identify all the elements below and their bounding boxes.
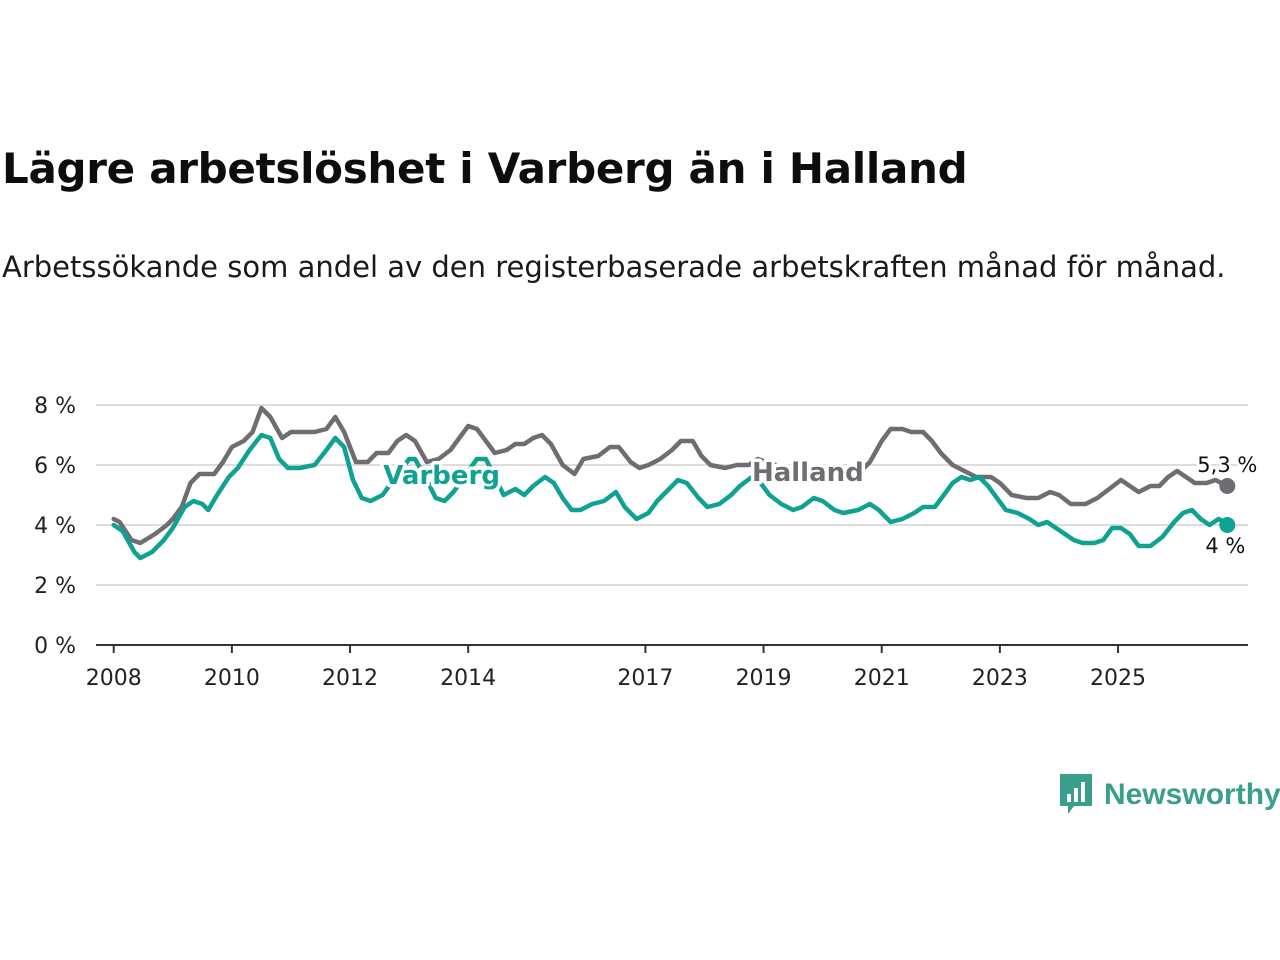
x-tick-label: 2014	[440, 666, 496, 691]
x-tick-label: 2019	[736, 666, 792, 691]
y-tick-label: 2 %	[34, 574, 76, 599]
y-tick-label: 8 %	[34, 394, 76, 419]
series-label-varberg: Varberg	[383, 461, 500, 491]
x-tick-label: 2008	[86, 666, 142, 691]
y-tick-label: 0 %	[34, 634, 76, 659]
y-tick-label: 6 %	[34, 454, 76, 479]
series-label-halland: Halland	[752, 458, 864, 488]
x-tick-label: 2025	[1090, 666, 1146, 691]
end-marker-varberg	[1219, 517, 1236, 533]
series-lines	[111, 405, 1236, 561]
x-tick-label: 2023	[972, 666, 1028, 691]
x-tick-label: 2017	[617, 666, 673, 691]
gridlines	[96, 404, 1248, 586]
axes: 0 % 2 % 4 % 6 % 8 % 2008 2010 2012 2014 2017 2019 2…	[34, 394, 1248, 691]
series-line-halland	[111, 405, 1230, 546]
series-line-varberg	[111, 432, 1230, 561]
y-tick-label: 4 %	[34, 514, 76, 539]
newsworthy-logo-icon	[1060, 774, 1092, 814]
chart-subtitle: Arbetssökande som andel av den registerb…	[2, 250, 1226, 284]
end-label-halland: 5,3 %	[1197, 453, 1257, 477]
x-tick-label: 2010	[204, 666, 260, 691]
brand-name: Newsworthy	[1104, 778, 1280, 811]
chart-title: Lägre arbetslöshet i Varberg än i Hallan…	[2, 144, 968, 193]
newsworthy-brand[interactable]: Newsworthy	[1058, 772, 1280, 818]
series-labels: 5,3 % 4 % Varberg Halland	[380, 451, 1260, 561]
x-tick-label: 2021	[854, 666, 910, 691]
x-tick-label: 2012	[322, 666, 378, 691]
end-label-varberg: 4 %	[1205, 534, 1245, 558]
end-marker-halland	[1219, 478, 1236, 494]
